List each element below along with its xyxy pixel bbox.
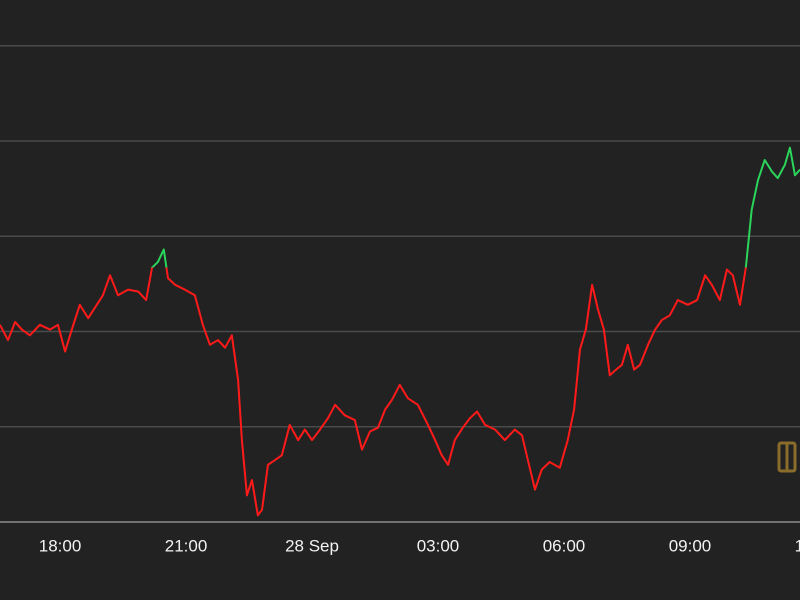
watermark bbox=[777, 441, 797, 473]
price-line bbox=[0, 146, 800, 517]
x-tick-label: 03:00 bbox=[417, 536, 460, 555]
x-tick-label: 12:00 bbox=[795, 536, 800, 555]
x-tick-label: 21:00 bbox=[165, 536, 208, 555]
x-tick-label: 28 Sep bbox=[285, 536, 339, 555]
x-tick-label: 06:00 bbox=[543, 536, 586, 555]
x-tick-label: 09:00 bbox=[669, 536, 712, 555]
x-tick-label: 18:00 bbox=[39, 536, 82, 555]
